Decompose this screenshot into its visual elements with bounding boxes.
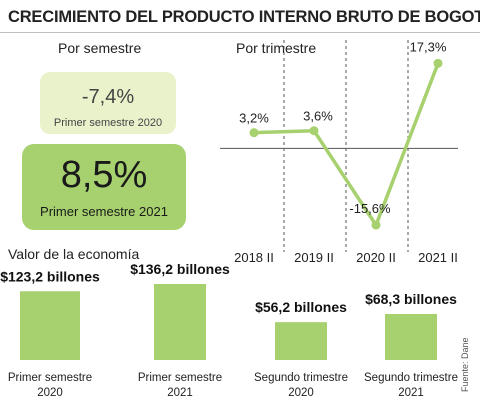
point-2021-II [433,58,443,68]
point-2019-II [309,126,319,136]
bar-4 [385,314,437,360]
bar-category-label-1: Primer semestre [8,372,92,384]
bar-value-label-4: $68,3 billones [365,291,457,307]
trimester-line-chart: 3,2% 3,6% -15,6% 17,3% 2018 II 2019 II 2020 II… [220,39,458,265]
source-note: Fuente: Dane [460,337,470,392]
point-label-4: 17,3% [410,39,447,54]
point-2018-II [249,128,259,138]
bar-value-label-1: $123,2 billones [0,268,100,284]
bar-category-label-4: Segundo trimestre [364,372,458,384]
x-tick-label-4: 2021 II [418,250,458,265]
title-divider [0,32,480,33]
semester-label: Por semestre [58,40,142,56]
point-label-3: -15,6% [349,201,391,216]
semester-2020-card: -7,4% Primer semestre 2020 [40,72,176,134]
bar-category-year-3: 2020 [288,387,314,399]
semester-2021-card: 8,5% Primer semestre 2021 [22,144,186,230]
semester-2020-caption: Primer semestre 2020 [53,117,163,129]
chart-title: CRECIMIENTO DEL PRODUCTO INTERNO BRUTO D… [8,8,480,26]
x-tick-label-1: 2018 II [234,250,274,265]
economy-bar-chart: $123,2 billones Primer semestre 2020 $136,2… [0,261,458,399]
x-tick-label-2: 2019 II [294,250,334,265]
bar-1 [20,291,80,360]
bar-category-label-2: Primer semestre [138,372,222,384]
semester-2020-value: -7,4% [81,86,135,108]
bar-category-year-4: 2021 [398,387,424,399]
bar-2 [154,284,206,360]
point-label-2: 3,6% [303,109,333,124]
x-tick-label-3: 2020 II [356,250,396,265]
bar-category-label-3: Segundo trimestre [254,372,348,384]
bar-category-year-2: 2021 [167,387,193,399]
semester-2021-caption: Primer semestre 2021 [40,204,168,219]
point-label-1: 3,2% [239,111,269,126]
semester-2021-value: 8,5% [60,154,148,196]
economy-label: Valor de la economía [8,246,140,262]
trimester-label: Por trimestre [236,40,317,56]
bar-3 [275,322,327,360]
bar-value-label-2: $136,2 billones [130,261,230,277]
bar-value-label-3: $56,2 billones [255,299,347,315]
growth-line [253,62,440,227]
point-2020-II [371,220,381,230]
bar-category-year-1: 2020 [37,387,63,399]
